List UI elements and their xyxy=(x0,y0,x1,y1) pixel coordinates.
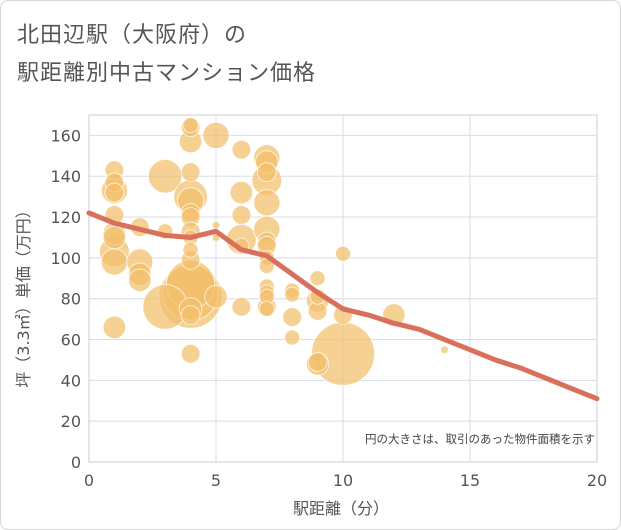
bubble-point xyxy=(202,121,230,150)
plot-area xyxy=(88,114,598,463)
bubble-series xyxy=(98,117,449,386)
y-tick-label: 160 xyxy=(50,126,81,145)
bubble-point xyxy=(231,296,252,317)
y-tick-label: 140 xyxy=(50,167,81,186)
bubble-point xyxy=(182,117,199,134)
chart-title-line-1: 北田辺駅（大阪府）の xyxy=(17,23,248,48)
bubble-point xyxy=(440,345,449,355)
y-tick-label: 60 xyxy=(61,331,81,350)
bubble-point xyxy=(104,182,125,203)
y-tick-label: 20 xyxy=(61,412,81,431)
x-axis-label: 駅距離（分） xyxy=(293,499,389,518)
x-tick-label: 20 xyxy=(587,471,607,490)
bubble-point xyxy=(256,162,277,183)
y-tick-label: 0 xyxy=(71,453,81,472)
x-tick-label: 5 xyxy=(211,471,221,490)
y-axis-label: 坪（3.3㎡）単価（万円） xyxy=(14,202,33,387)
bubble-point xyxy=(100,248,129,276)
x-axis-ticks: 0 5 10 15 20 xyxy=(84,471,607,490)
y-tick-label: 120 xyxy=(50,208,81,227)
bubble-point xyxy=(180,305,201,325)
bubble-point xyxy=(102,225,127,250)
bubble-point xyxy=(180,343,201,364)
y-tick-label: 80 xyxy=(61,290,81,309)
bubble-point xyxy=(128,268,152,293)
bubble-point xyxy=(258,300,275,317)
bubble-point xyxy=(102,315,127,340)
x-tick-label: 15 xyxy=(460,471,480,490)
bubble-point xyxy=(231,139,252,160)
size-legend-note: 円の大きさは、取引のあった物件面積を示す xyxy=(365,432,595,446)
bubble-point xyxy=(204,284,228,309)
bubble-point xyxy=(334,245,352,262)
bubble-point xyxy=(309,270,326,287)
bubble-point xyxy=(307,352,328,372)
bubble-point xyxy=(231,205,252,225)
bubble-point xyxy=(229,180,254,205)
bubble-point xyxy=(284,286,301,303)
y-tick-label: 40 xyxy=(61,371,81,390)
x-tick-label: 0 xyxy=(84,471,94,490)
y-tick-label: 100 xyxy=(50,249,81,268)
bubble-point xyxy=(282,307,303,327)
bubble-point xyxy=(182,241,199,258)
trend-line xyxy=(86,210,600,402)
bubble-point xyxy=(180,162,201,183)
chart-title-line-2: 駅距離別中古マンション価格 xyxy=(17,61,317,86)
bubble-point xyxy=(253,189,281,217)
x-tick-label: 10 xyxy=(333,471,353,490)
bubble-point xyxy=(211,220,221,230)
bubble-point xyxy=(284,329,301,346)
y-axis-ticks: 0 20 40 60 80 100 120 140 160 xyxy=(50,126,81,472)
